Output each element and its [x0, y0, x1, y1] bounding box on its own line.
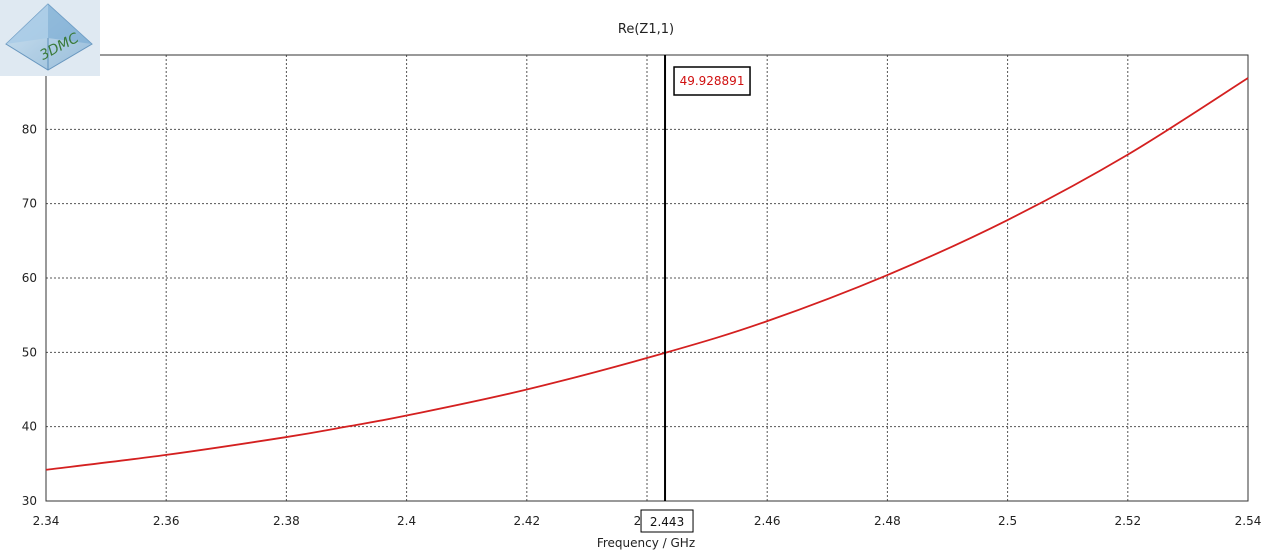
x-tick-label: 2.42: [513, 514, 540, 528]
y-tick-label: 80: [22, 122, 37, 136]
marker-x-label: 2.443: [650, 515, 684, 529]
marker-value-label: 49.928891: [680, 74, 745, 88]
x-tick-label: 2.5: [998, 514, 1017, 528]
x-axis-label: Frequency / GHz: [597, 536, 695, 550]
x-tick-label: 2.38: [273, 514, 300, 528]
plot-area: [45, 54, 1249, 502]
y-tick-label: 50: [22, 345, 37, 359]
x-tick-label: 2.46: [754, 514, 781, 528]
y-tick-label: 70: [22, 197, 37, 211]
marker-x-box: 2.443: [640, 509, 694, 533]
y-tick-labels: 30 40 50 60 70 80: [22, 122, 37, 508]
x-tick-label: 2.52: [1114, 514, 1141, 528]
x-tick-label: 2.4: [397, 514, 416, 528]
y-tick-label: 40: [22, 420, 37, 434]
x-tick-label: 2.34: [33, 514, 60, 528]
x-tick-label: 2.36: [153, 514, 180, 528]
marker-value-box: 49.928891: [673, 66, 751, 96]
x-tick-label: 2.54: [1235, 514, 1262, 528]
x-tick-labels: 2.342.362.382.42.422.442.462.482.52.522.…: [33, 514, 1262, 528]
y-tick-label: 60: [22, 271, 37, 285]
series-line: [45, 77, 1249, 471]
y-tick-label: 30: [22, 494, 37, 508]
grid: [46, 55, 1248, 501]
logo: 3DMC: [0, 0, 100, 76]
x-tick-label: 2.48: [874, 514, 901, 528]
chart-title: Re(Z1,1): [618, 22, 674, 37]
